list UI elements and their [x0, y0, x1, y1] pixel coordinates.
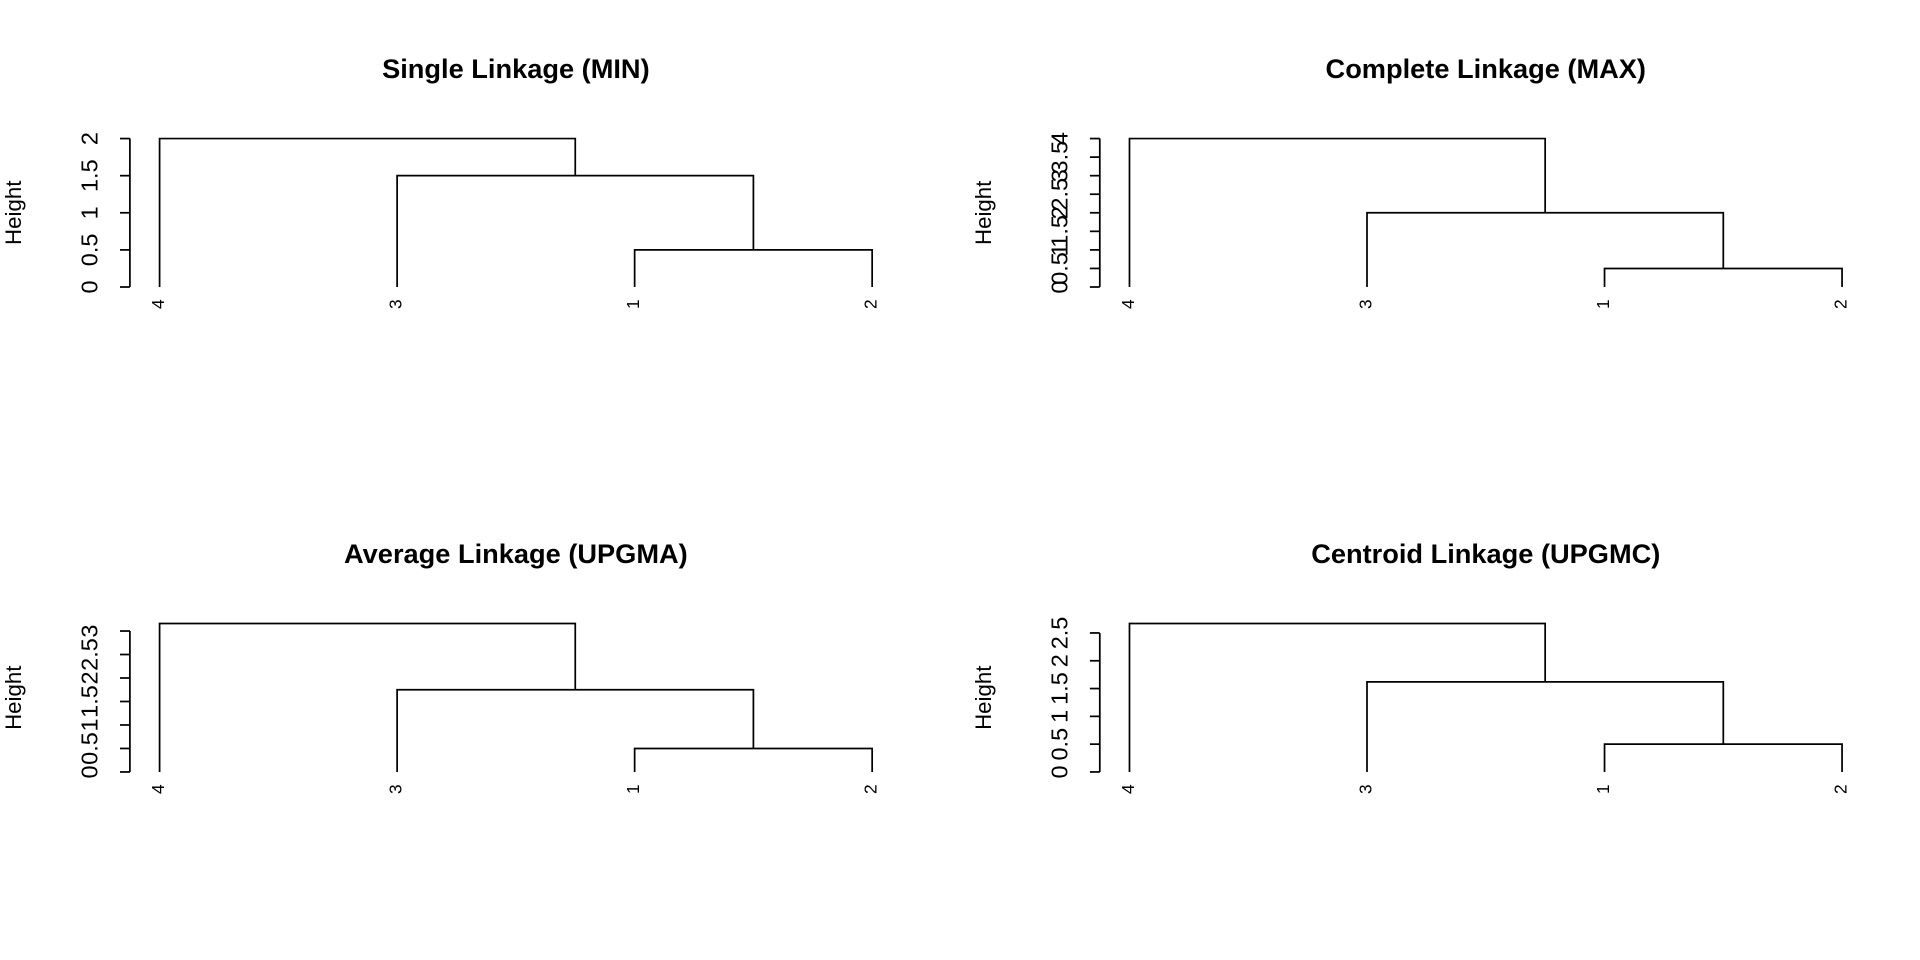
merge-link	[633, 249, 874, 288]
y-tick-label: 1.5	[1047, 672, 1073, 705]
y-tick-label: 0.5	[1047, 728, 1073, 761]
y-tick-label: 3	[77, 624, 103, 637]
merge-link	[158, 137, 577, 288]
y-axis-label: Height	[1, 180, 26, 245]
leaf-label: 4	[148, 784, 168, 794]
y-tick-label: 0.5	[1047, 252, 1073, 285]
y-tick-label: 0	[1047, 280, 1073, 293]
merge-link	[1366, 681, 1725, 772]
y-tick-label: 1.5	[77, 685, 103, 718]
y-tick-label: 2	[1047, 654, 1073, 667]
leaf-label: 2	[1831, 299, 1851, 309]
y-axis-label: Height	[971, 665, 996, 730]
y-tick-label: 1	[77, 206, 103, 219]
y-tick-label: 2	[77, 132, 103, 145]
y-tick-label: 0	[1047, 765, 1073, 778]
merge-link	[633, 747, 874, 772]
y-axis-label: Height	[1, 665, 26, 730]
y-tick-label: 3.5	[1047, 141, 1073, 174]
y-tick-label: 1	[77, 718, 103, 731]
leaf-label: 1	[623, 784, 643, 794]
leaf-label: 1	[1593, 784, 1613, 794]
y-tick-label: 1.5	[1047, 215, 1073, 248]
y-tick-label: 2.5	[1047, 178, 1073, 211]
chart-title: Complete Linkage (MAX)	[1326, 53, 1646, 84]
chart-title: Centroid Linkage (UPGMC)	[1311, 538, 1660, 569]
merge-link	[396, 174, 755, 288]
merge-link	[1128, 622, 1547, 772]
y-tick-label: 1	[1047, 243, 1073, 256]
y-axis-label: Height	[971, 180, 996, 245]
chart-title: Average Linkage (UPGMA)	[344, 538, 688, 569]
y-tick-label: 3	[1047, 169, 1073, 182]
y-tick-label: 2	[1047, 206, 1073, 219]
leaf-label: 4	[1118, 784, 1138, 794]
y-tick-label: 0.5	[77, 234, 103, 267]
merge-link	[1603, 743, 1843, 772]
leaf-label: 3	[386, 784, 406, 794]
y-tick-label: 2	[77, 671, 103, 684]
leaf-label: 4	[1118, 299, 1138, 309]
leaf-label: 2	[861, 784, 881, 794]
leaf-label: 3	[1356, 299, 1376, 309]
y-tick-label: 2.5	[1047, 617, 1073, 650]
leaf-label: 4	[148, 299, 168, 309]
y-tick-label: 2.5	[77, 638, 103, 671]
leaf-label: 1	[623, 299, 643, 309]
y-tick-label: 1	[1047, 710, 1073, 723]
y-tick-label: 4	[1047, 132, 1073, 145]
y-tick-label: 0.5	[77, 732, 103, 765]
merge-link	[1603, 267, 1843, 288]
y-tick-label: 0	[77, 765, 103, 778]
leaf-label: 2	[861, 299, 881, 309]
leaf-label: 3	[386, 299, 406, 309]
leaf-label: 1	[1593, 299, 1613, 309]
y-tick-label: 0	[77, 280, 103, 293]
leaf-label: 3	[1356, 784, 1376, 794]
chart-title: Single Linkage (MIN)	[382, 53, 650, 84]
merge-link	[396, 688, 755, 772]
merge-link	[1128, 137, 1547, 288]
merge-link	[158, 622, 577, 772]
y-tick-label: 1.5	[77, 159, 103, 192]
merge-link	[1366, 211, 1725, 288]
leaf-label: 2	[1831, 784, 1851, 794]
